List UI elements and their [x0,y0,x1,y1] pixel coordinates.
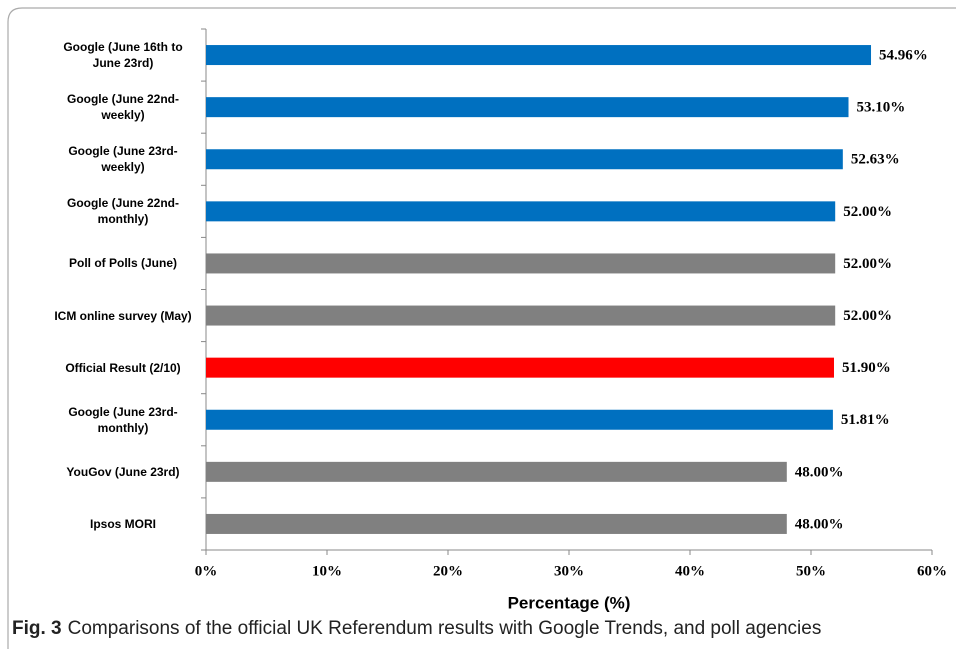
bar [206,201,836,222]
value-label: 48.00% [795,516,844,532]
x-tick-label: 0% [195,563,218,579]
bar [206,97,849,118]
bar [206,253,836,274]
x-tick-label: 40% [675,563,705,579]
y-tick-label: Google (June 23rd-monthly) [68,404,178,435]
caption: Fig. 3 Comparisons of the official UK Ref… [12,618,821,640]
bar [206,409,833,430]
value-label: 53.10% [857,100,906,116]
bar [206,149,843,170]
x-tick-label: 20% [433,563,463,579]
y-tick-label: Ipsos MORI [89,516,156,531]
x-tick-label: 10% [312,563,342,579]
bar [206,45,872,66]
bar [206,357,834,378]
y-tick-label: Google (June 22nd-monthly) [66,196,179,227]
x-tick-label: 30% [554,563,584,579]
frame [7,7,956,649]
value-label: 48.00% [795,464,844,480]
y-tick-label: ICM online survey (May) [54,308,192,323]
y-tick-label: Google (June 23rd-weekly) [68,144,178,175]
value-label: 52.00% [843,256,892,272]
y-tick-label: Google (June 16th to June 23rd) [63,40,183,71]
value-label: 52.63% [851,152,900,168]
y-tick-label: Google (June 22nd-weekly) [66,92,179,123]
bar [206,461,787,482]
value-label: 52.00% [843,204,892,220]
value-label: 51.90% [842,360,891,376]
value-label: 54.96% [879,47,928,63]
value-label: 51.81% [841,412,890,428]
y-tick-label: Official Result (2/10) [65,360,181,375]
x-axis-title: Percentage (%) [508,593,631,612]
x-tick-label: 60% [917,563,947,579]
caption-label: Fig. 3 [12,618,62,639]
y-tick-label: YouGov (June 23rd) [66,464,180,479]
y-tick-label: Poll of Polls (June) [68,256,177,271]
bar [206,513,787,534]
x-tick-label: 50% [796,563,826,579]
bar [206,305,836,326]
caption-text: Comparisons of the official UK Referendu… [67,618,822,639]
value-label: 52.00% [843,308,892,324]
